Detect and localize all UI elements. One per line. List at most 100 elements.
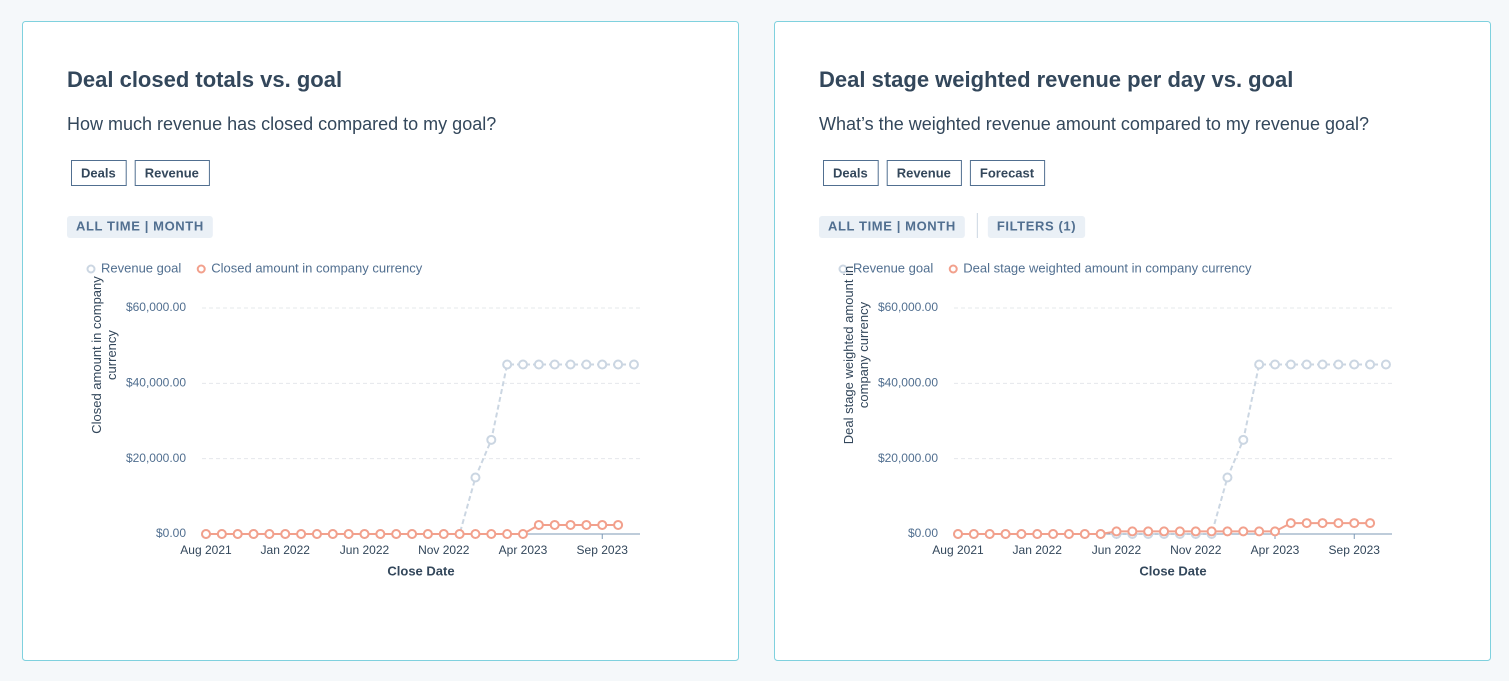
filter-chip[interactable]	[819, 216, 965, 238]
data-point	[216, 529, 227, 539]
data-point	[264, 529, 275, 539]
x-axis-title: Close Date	[387, 563, 454, 578]
data-point	[438, 529, 449, 539]
x-tick-label: Apr 2023	[1251, 543, 1300, 557]
data-point	[1079, 529, 1090, 539]
x-tick-label: Jan 2022	[261, 543, 311, 557]
data-point	[518, 529, 528, 539]
data-point	[953, 529, 963, 539]
card: Deal closed totals vs. goal How much reve…	[22, 21, 739, 661]
data-point	[1285, 518, 1296, 529]
data-point	[1143, 526, 1154, 537]
x-tick-label: Aug 2021	[932, 543, 984, 557]
data-point	[1222, 526, 1233, 537]
filter-label[interactable]: FILTERS (1)	[997, 218, 1076, 233]
card: Deal stage weighted revenue per day vs. …	[774, 21, 1491, 661]
data-point	[984, 529, 995, 539]
legend-label: Revenue goal	[101, 260, 181, 275]
legend-marker	[948, 264, 958, 274]
y-tick-label: $40,000.00	[126, 376, 186, 390]
data-point	[549, 359, 560, 370]
data-point	[1254, 359, 1265, 370]
legend-label: Deal stage weighted amount in company cu…	[963, 260, 1252, 275]
data-point	[1222, 472, 1233, 483]
data-point	[407, 529, 418, 539]
legend-marker	[86, 264, 96, 274]
data-point	[1111, 526, 1122, 537]
data-point	[391, 529, 402, 539]
card-subtitle: What’s the weighted revenue amount compa…	[819, 114, 1369, 134]
data-point	[1016, 529, 1027, 539]
data-point	[628, 359, 639, 370]
data-point	[311, 529, 322, 539]
tag-label: Forecast	[980, 165, 1035, 180]
data-point	[581, 519, 592, 530]
tag	[134, 160, 210, 186]
tag-label: Revenue	[145, 165, 199, 180]
legend-marker	[838, 264, 848, 274]
data-point	[533, 519, 544, 530]
data-point	[1254, 526, 1265, 537]
y-axis-title: Deal stage weighted amount in company cu…	[841, 265, 871, 445]
tag	[886, 160, 962, 186]
data-point	[1095, 529, 1106, 539]
data-point	[1365, 359, 1376, 370]
data-point	[597, 359, 608, 370]
data-point	[1270, 526, 1280, 537]
card-subtitle: How much revenue has closed compared to …	[67, 114, 496, 134]
filter-label[interactable]: ALL TIME | MONTH	[828, 218, 956, 233]
data-point	[1317, 359, 1328, 370]
x-tick-label: Jan 2022	[1013, 543, 1063, 557]
data-point	[1238, 526, 1249, 537]
data-point	[613, 519, 624, 530]
data-point	[1285, 359, 1296, 370]
data-point	[375, 529, 386, 539]
y-tick-label: $20,000.00	[878, 451, 938, 465]
data-point	[1159, 526, 1170, 537]
data-point	[470, 529, 481, 539]
card-title: Deal closed totals vs. goal	[67, 67, 342, 92]
filter-label[interactable]: ALL TIME | MONTH	[76, 218, 204, 233]
x-tick-label: Sep 2023	[1329, 543, 1381, 557]
x-tick-label: Jun 2022	[1092, 543, 1142, 557]
data-point	[1174, 526, 1185, 537]
tag-label: Deals	[833, 165, 868, 180]
data-point	[1380, 359, 1391, 370]
y-axis-title-box: Closed amount in company currency	[89, 276, 119, 434]
data-point	[1000, 529, 1011, 539]
tag-label: Revenue	[897, 165, 951, 180]
y-axis-title: Closed amount in company currency	[89, 276, 119, 434]
data-point	[1333, 359, 1344, 370]
data-point	[581, 359, 592, 370]
x-tick-label: Apr 2023	[499, 543, 548, 557]
data-point	[1317, 518, 1328, 529]
data-point	[422, 529, 433, 539]
data-point	[201, 529, 211, 539]
data-point	[565, 519, 576, 530]
y-tick-label: $40,000.00	[878, 376, 938, 390]
data-point	[549, 519, 560, 530]
data-point	[518, 359, 528, 370]
data-point	[565, 359, 576, 370]
filter-chip[interactable]	[67, 216, 213, 238]
data-point	[327, 529, 338, 539]
data-point	[1349, 359, 1360, 370]
data-point	[248, 529, 259, 539]
card-title: Deal stage weighted revenue per day vs. …	[819, 67, 1293, 92]
data-point	[1048, 529, 1059, 539]
x-tick-label: Jun 2022	[340, 543, 390, 557]
data-point	[1238, 434, 1249, 445]
y-tick-label: $20,000.00	[126, 451, 186, 465]
legend-label: Closed amount in company currency	[211, 260, 422, 275]
data-point	[1063, 529, 1074, 539]
y-tick-label: $60,000.00	[126, 300, 186, 314]
filter-chip[interactable]	[987, 216, 1086, 238]
tag-label: Deals	[81, 165, 116, 180]
y-tick-label: $60,000.00	[878, 300, 938, 314]
y-tick-label: $0.00	[908, 526, 938, 540]
data-point	[1206, 526, 1217, 537]
data-point	[280, 529, 291, 539]
data-point	[232, 529, 243, 539]
tag	[969, 160, 1046, 186]
y-tick-label: $0.00	[156, 526, 186, 540]
